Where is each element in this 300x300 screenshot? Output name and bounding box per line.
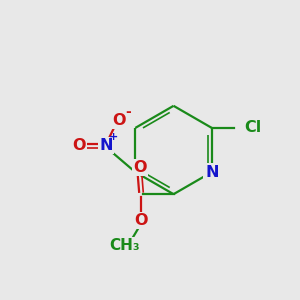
Text: N: N [205, 165, 219, 180]
Text: O: O [133, 160, 146, 175]
Text: CH₃: CH₃ [110, 238, 140, 253]
Text: +: + [109, 132, 118, 142]
Text: O: O [112, 113, 126, 128]
Text: Cl: Cl [244, 120, 261, 135]
Text: O: O [73, 138, 86, 153]
Text: N: N [99, 138, 112, 153]
Text: O: O [134, 213, 148, 228]
Text: -: - [126, 105, 131, 119]
